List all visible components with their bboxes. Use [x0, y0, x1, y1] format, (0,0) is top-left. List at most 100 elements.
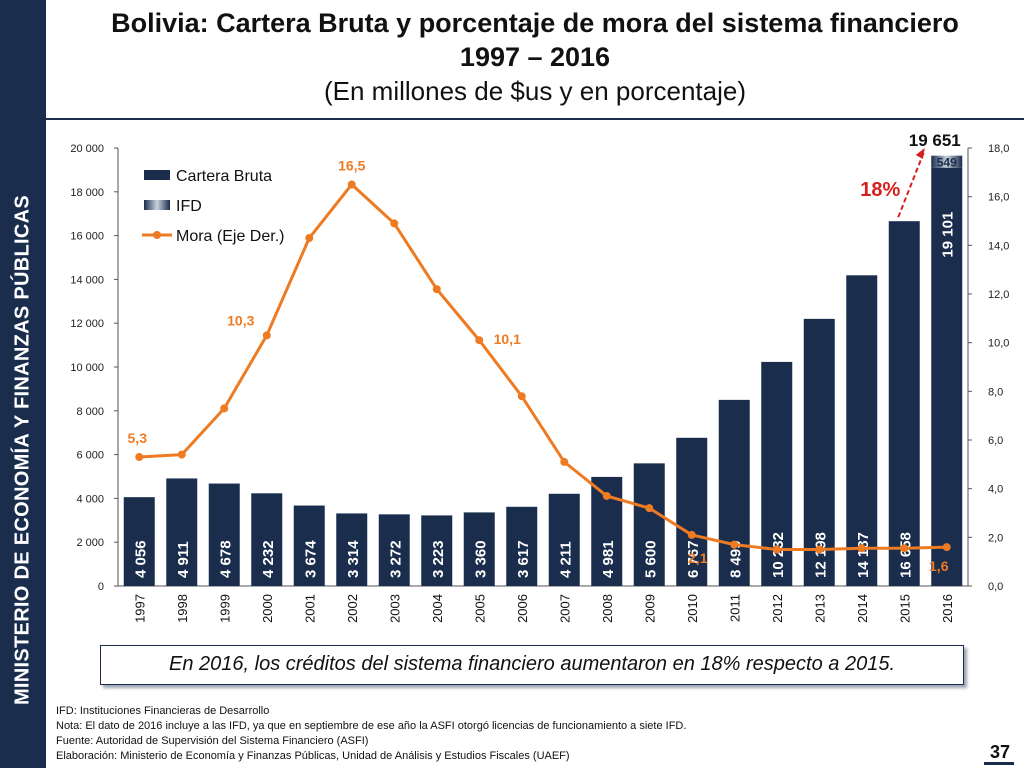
mora-point: [942, 543, 951, 552]
bar-cartera-bruta: [931, 167, 963, 586]
bar-cartera-bruta: [378, 514, 410, 586]
x-tick-label: 2010: [685, 594, 700, 623]
legend-label-mora: Mora (Eje Der.): [176, 228, 284, 245]
footnotes: IFD: Instituciones Financieras de Desarr…: [56, 704, 686, 764]
x-tick-label: 2003: [387, 594, 402, 623]
mora-point: [475, 336, 484, 345]
mora-point: [135, 453, 144, 462]
mora-point: [220, 404, 229, 413]
bar-value-label: 6 767: [685, 540, 702, 578]
bar-value-label: 3 223: [430, 540, 447, 578]
mora-point: [177, 450, 186, 459]
y-left-tick-label: 4 000: [76, 493, 104, 505]
mora-point: [730, 540, 739, 549]
ifd-value-label: 549: [937, 156, 957, 170]
y-left-tick-label: 14 000: [70, 274, 104, 286]
mora-point-label: 1,6: [929, 558, 949, 574]
y-left-tick-label: 20 000: [70, 143, 104, 155]
bar-value-label: 3 272: [387, 540, 404, 578]
mora-point: [772, 545, 781, 554]
bar-value-label: 4 211: [557, 541, 574, 578]
bar-value-label: 14 187: [855, 532, 872, 578]
mora-point-label: 16,5: [338, 158, 365, 174]
growth-arrow-head: [915, 148, 925, 159]
y-left-tick-label: 8 000: [76, 406, 104, 418]
bar-value-label: 8 499: [727, 540, 744, 578]
bar-value-label: 4 232: [260, 540, 277, 578]
y-right-tick-label: 16,0: [988, 192, 1009, 204]
bar-ifd: [931, 155, 963, 168]
bar-cartera-bruta: [123, 497, 155, 586]
bar-value-label: 3 617: [515, 540, 532, 578]
mora-point: [432, 285, 441, 294]
bar-value-label: 12 198: [812, 532, 829, 578]
bar-cartera-bruta: [293, 505, 325, 586]
bar-value-label: 10 232: [770, 532, 787, 578]
y-right-tick-label: 0,0: [988, 581, 1003, 593]
mora-point: [305, 234, 314, 243]
x-tick-label: 2000: [260, 594, 275, 623]
footnote-nota: Nota: El dato de 2016 incluye a las IFD,…: [56, 720, 687, 732]
mora-point: [687, 530, 696, 539]
x-tick-label: 2004: [430, 594, 445, 623]
x-tick-label: 2016: [940, 594, 955, 623]
mora-point: [857, 544, 866, 553]
callout-text: En 2016, los créditos del sistema financ…: [169, 653, 895, 675]
mora-point: [517, 392, 526, 401]
bar-cartera-bruta: [421, 515, 453, 586]
growth-label: 18%: [860, 179, 900, 201]
bar-cartera-bruta: [463, 512, 495, 586]
y-left-tick-label: 0: [98, 581, 104, 593]
x-tick-label: 2009: [642, 594, 657, 623]
mora-point-label: 10,1: [494, 331, 521, 347]
mora-point: [645, 504, 654, 513]
mora-point: [262, 331, 271, 340]
footnote-elaboracion: Elaboración: Ministerio de Economía y Fi…: [56, 750, 570, 762]
header-divider: [46, 118, 1024, 120]
bar-value-label: 5 600: [642, 540, 659, 578]
sidebar: MINISTERIO DE ECONOMÍA Y FINANZAS PÚBLIC…: [0, 0, 46, 768]
y-left-tick-label: 16 000: [70, 231, 104, 243]
page-number-underline: [984, 762, 1014, 765]
mora-point-label: 2,1: [688, 550, 708, 566]
x-tick-label: 2002: [345, 594, 360, 623]
bar-value-label: 19 101: [940, 212, 957, 258]
chart-subtitle: (En millones de $us y en porcentaje): [323, 76, 746, 106]
total-2016-label: 19 651: [909, 131, 961, 150]
bar-value-label: 3 674: [302, 540, 319, 578]
growth-arrow-line: [897, 149, 926, 218]
x-tick-label: 2013: [812, 594, 827, 623]
mora-point: [602, 491, 611, 500]
x-tick-label: 2007: [557, 594, 572, 623]
mora-line: [139, 182, 947, 551]
y-left-tick-label: 6 000: [76, 450, 104, 462]
legend-swatch-ifd: [144, 200, 170, 210]
x-tick-label: 2015: [897, 594, 912, 623]
x-tick-label: 2006: [515, 594, 530, 623]
y-right-tick-label: 10,0: [988, 338, 1009, 350]
mora-point: [815, 545, 824, 554]
y-left-tick-label: 10 000: [70, 362, 104, 374]
bar-cartera-bruta: [846, 275, 878, 586]
x-tick-label: 2001: [302, 594, 317, 623]
bar-value-label: 4 911: [175, 541, 192, 578]
x-tick-label: 1997: [132, 594, 147, 623]
x-tick-label: 2008: [600, 594, 615, 623]
y-right-tick-label: 6,0: [988, 435, 1003, 447]
x-tick-label: 2014: [855, 594, 870, 623]
x-tick-label: 1999: [217, 594, 232, 623]
chart-title: Bolivia: Cartera Bruta y porcentaje de m…: [111, 8, 959, 38]
bar-cartera-bruta: [803, 318, 835, 586]
legend-marker-mora: [153, 231, 161, 239]
bar-cartera-bruta: [633, 463, 665, 586]
bar-cartera-bruta: [506, 506, 538, 586]
x-tick-label: 2011: [727, 594, 742, 622]
mora-point: [390, 219, 399, 228]
bar-value-label: 16 658: [897, 532, 914, 578]
y-left-tick-label: 18 000: [70, 187, 104, 199]
bar-cartera-bruta: [208, 483, 240, 586]
ministry-name: MINISTERIO DE ECONOMÍA Y FINANZAS PÚBLIC…: [11, 194, 34, 706]
callout-box: En 2016, los créditos del sistema financ…: [100, 645, 964, 685]
bar-value-label: 3 314: [345, 540, 362, 578]
footnote-ifd: IFD: Instituciones Financieras de Desarr…: [56, 705, 270, 717]
